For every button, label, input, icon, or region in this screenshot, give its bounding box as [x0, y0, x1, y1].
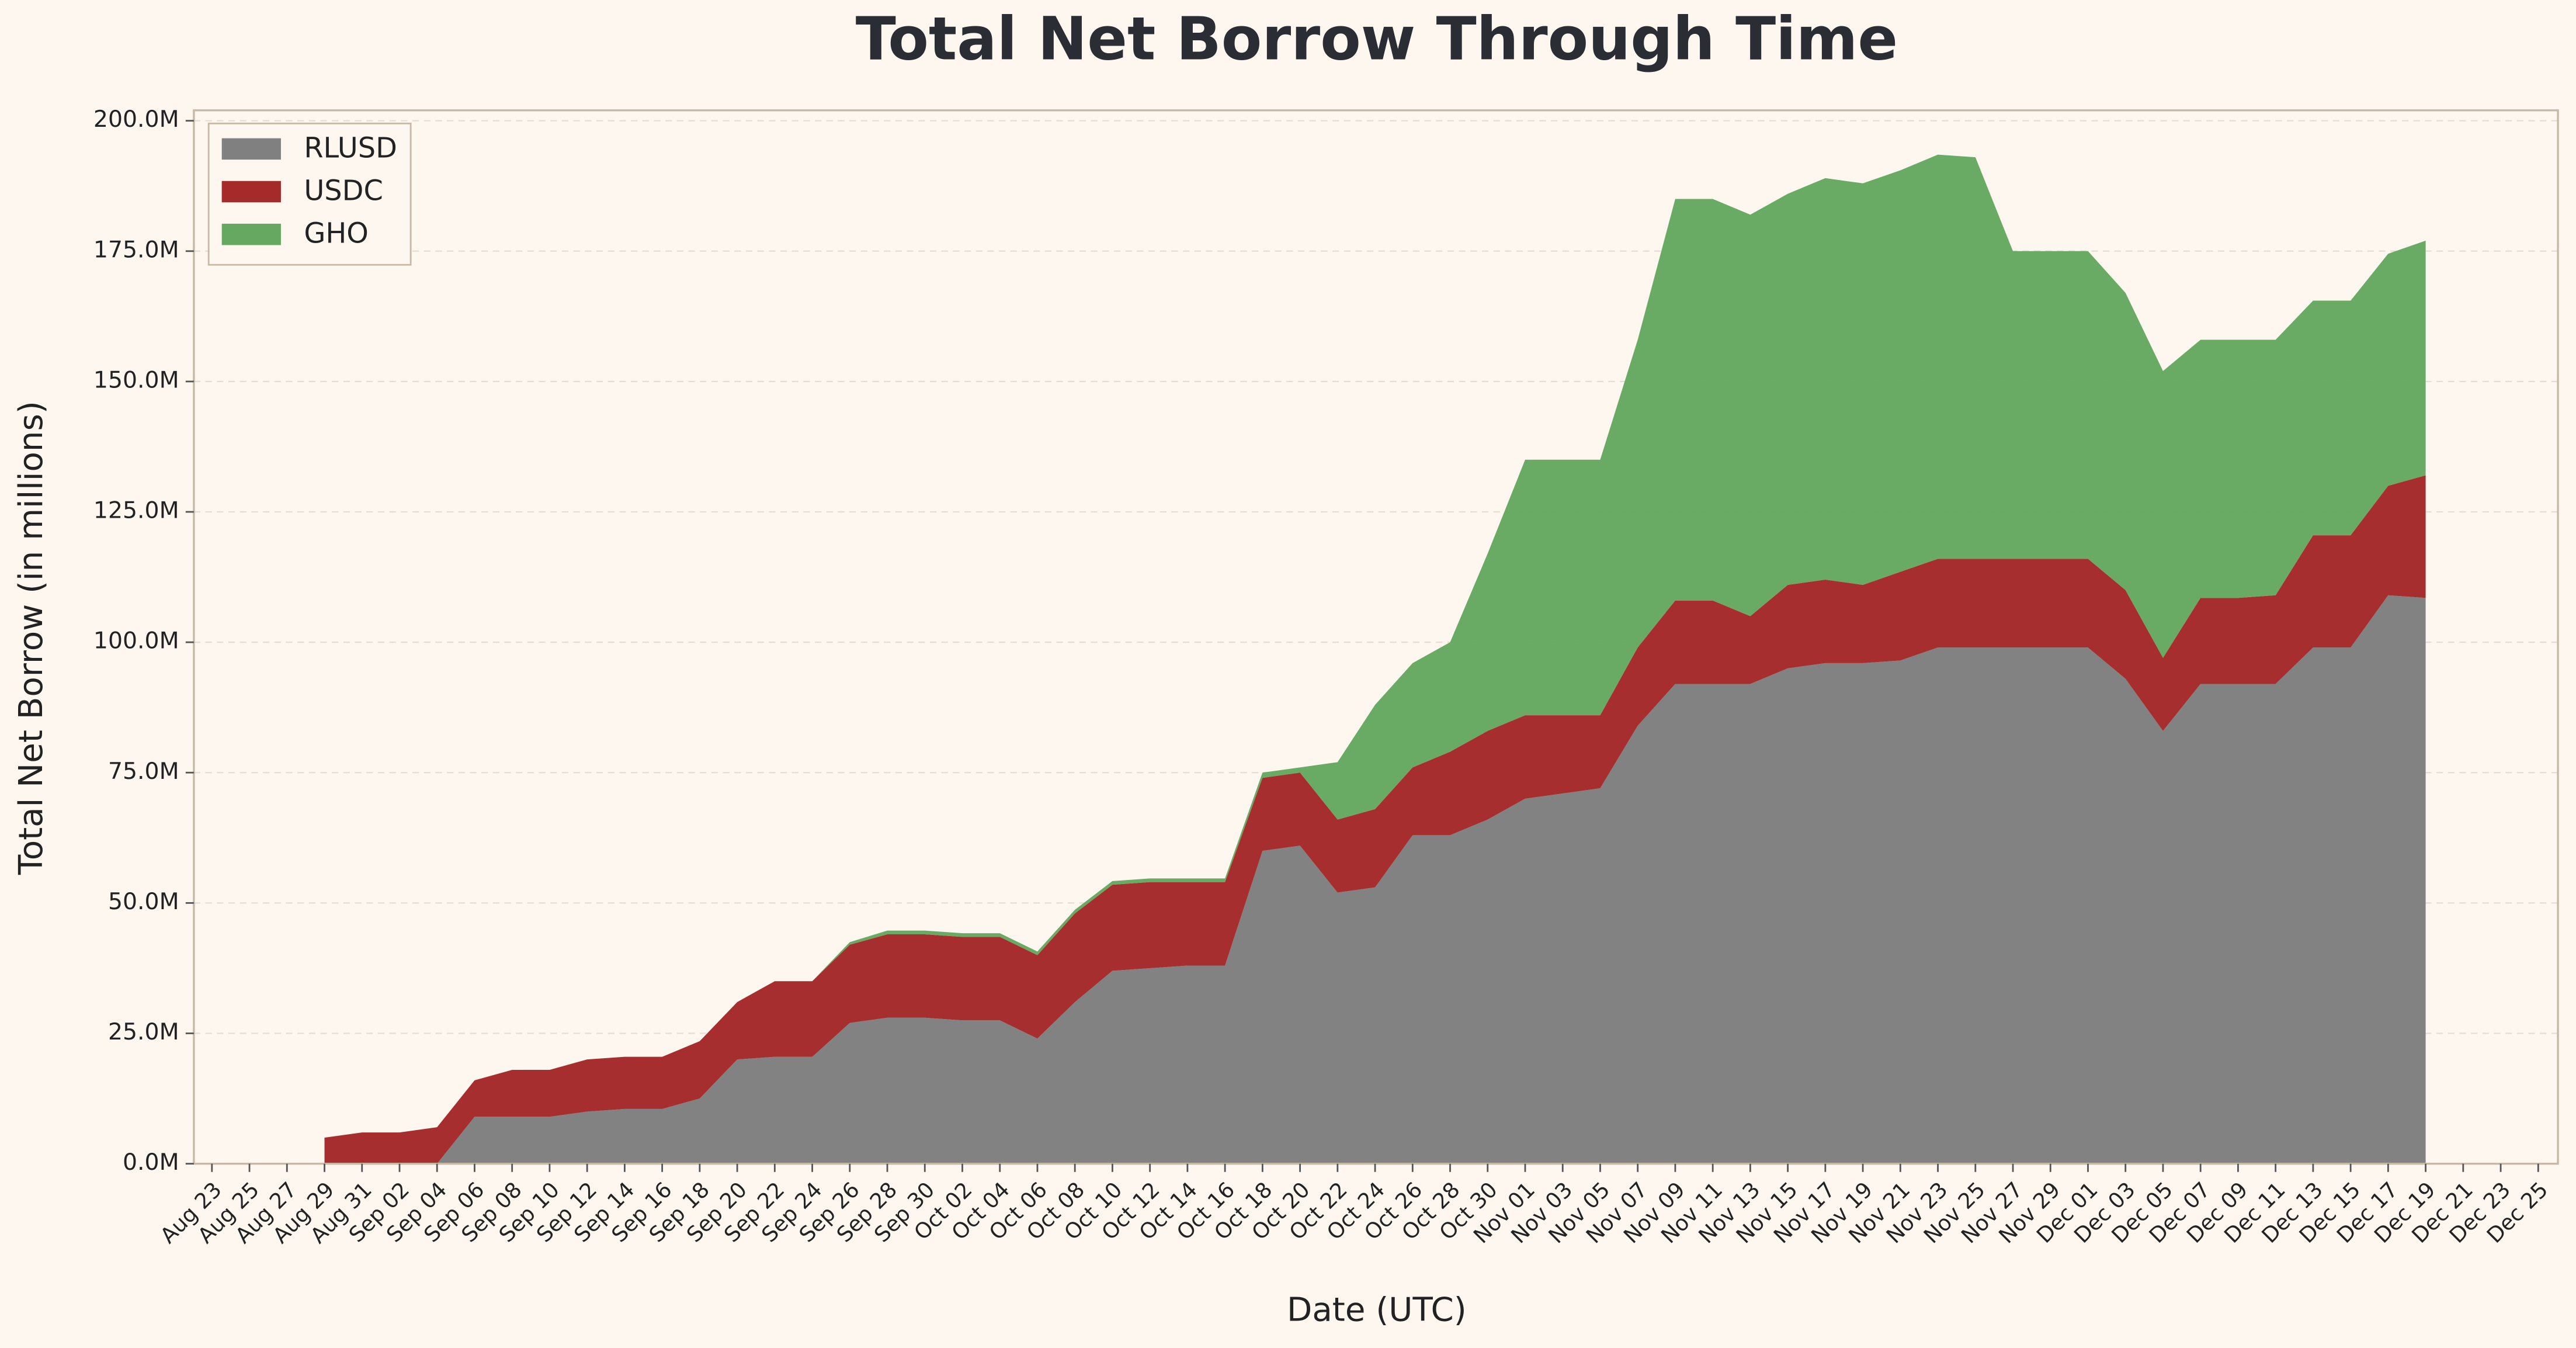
- areas: [324, 154, 2426, 1164]
- legend-label: RLUSD: [304, 132, 397, 164]
- y-tick-label: 100.0M: [93, 628, 179, 654]
- x-axis-label: Date (UTC): [1287, 1291, 1467, 1329]
- legend-label: USDC: [304, 175, 383, 207]
- area: [324, 475, 2426, 1164]
- legend-swatch: [221, 223, 281, 245]
- y-tick-label: 200.0M: [93, 106, 179, 133]
- area: [324, 595, 2426, 1164]
- y-tick-label: 125.0M: [93, 497, 179, 524]
- area: [324, 154, 2426, 1138]
- y-axis-label: Total Net Borrow (in millions): [12, 401, 50, 875]
- y-tick-label: 0.0M: [123, 1149, 179, 1176]
- y-tick-label: 150.0M: [93, 366, 179, 393]
- legend-label: GHO: [304, 218, 369, 250]
- y-tick-label: 50.0M: [108, 888, 179, 915]
- chart-title: Total Net Borrow Through Time: [856, 4, 1898, 73]
- y-tick-label: 75.0M: [108, 758, 179, 785]
- y-tick-label: 25.0M: [108, 1018, 179, 1045]
- legend-swatch: [221, 181, 281, 203]
- legend-swatch: [221, 138, 281, 160]
- y-tick-label: 175.0M: [93, 236, 179, 263]
- legend: RLUSD USDC GHO: [207, 122, 412, 266]
